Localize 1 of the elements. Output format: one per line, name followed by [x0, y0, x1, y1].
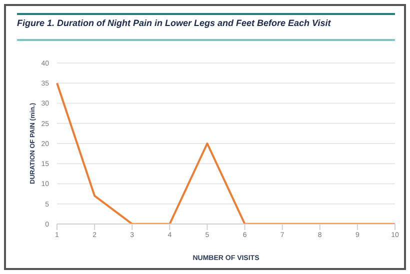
- chart-title: Figure 1. Duration of Night Pain in Lower Legs and Feet Before Each Visit: [17, 18, 332, 28]
